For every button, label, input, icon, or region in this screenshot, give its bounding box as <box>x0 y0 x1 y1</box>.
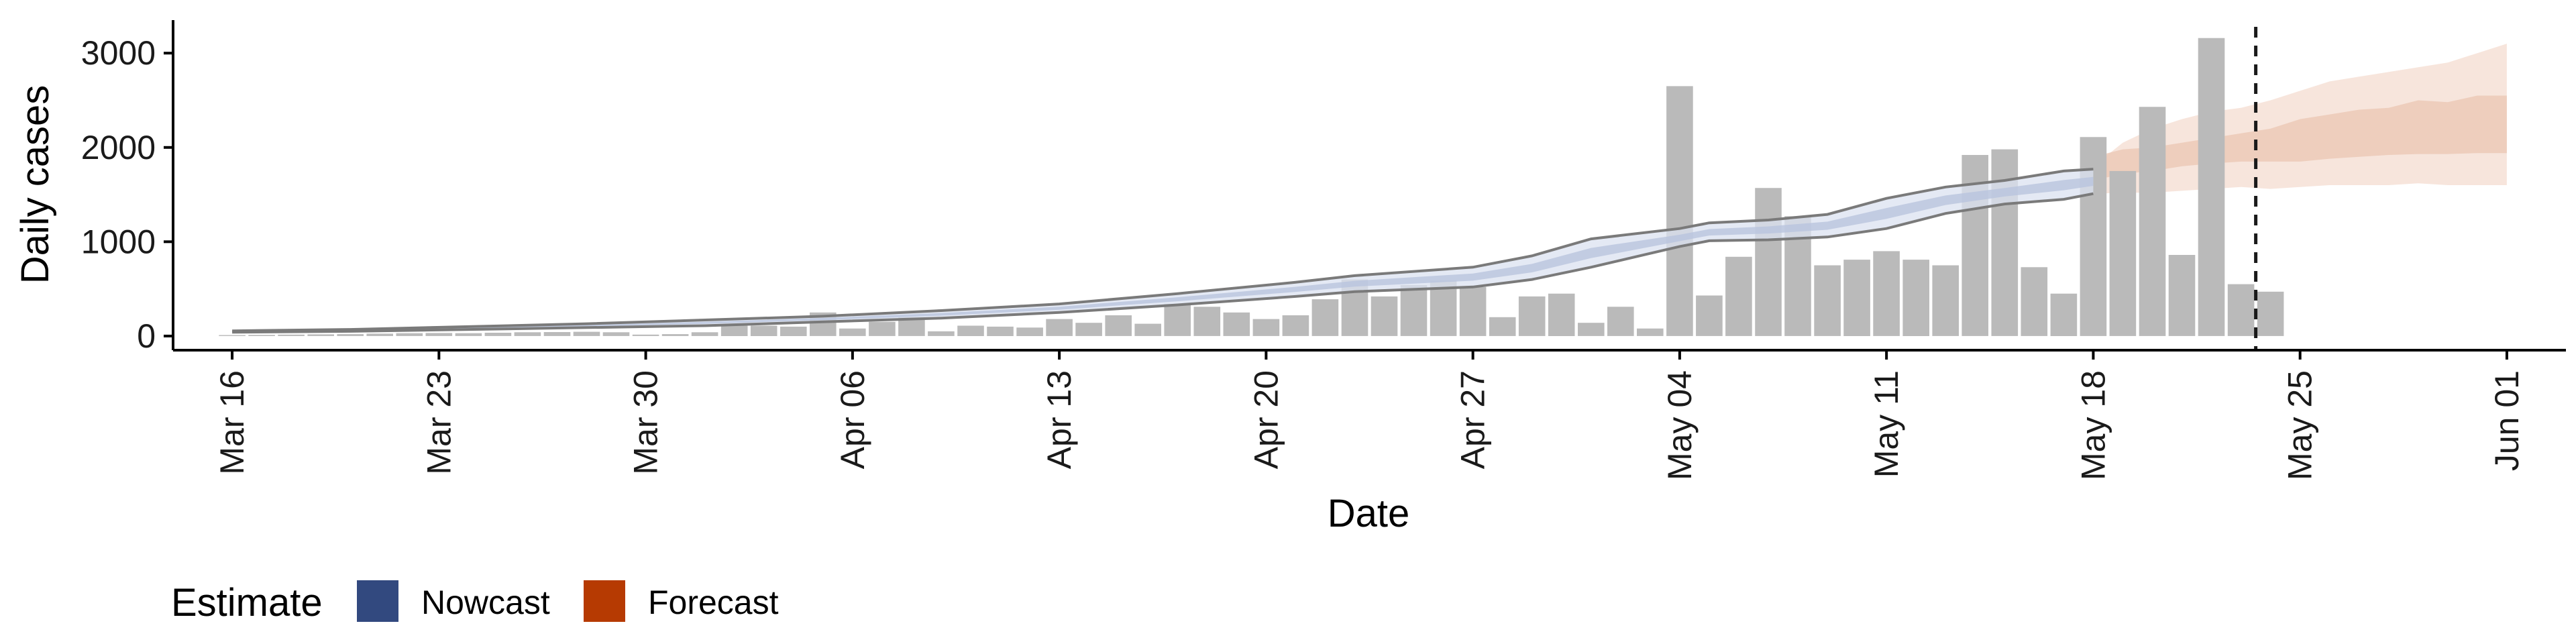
daily-case-bar <box>839 329 866 336</box>
daily-case-bar <box>1312 299 1339 336</box>
daily-case-bar <box>751 326 777 337</box>
x-tick-label: Jun 01 <box>2488 370 2526 471</box>
nowcast-bands <box>232 169 2093 332</box>
daily-case-bar <box>1016 327 1043 336</box>
legend-title: Estimate <box>171 581 323 625</box>
daily-case-bar <box>1755 188 1782 336</box>
daily-case-bar <box>1164 304 1191 336</box>
daily-case-bar <box>1814 266 1841 336</box>
daily-case-bar <box>633 335 659 336</box>
y-tick-label: 3000 <box>81 34 156 72</box>
daily-case-bar <box>2169 255 2196 336</box>
daily-case-bar <box>1075 323 1102 336</box>
x-tick-label: Mar 30 <box>627 370 665 475</box>
daily-case-bar <box>1666 86 1693 336</box>
daily-case-bar <box>780 327 807 336</box>
legend: Estimate Nowcast Forecast <box>171 580 779 625</box>
daily-case-bar <box>2228 284 2255 336</box>
daily-case-bar <box>1253 319 1280 336</box>
daily-case-bar <box>1873 251 1900 336</box>
nowcast-band-90 <box>232 169 2093 332</box>
daily-case-bar <box>426 333 453 336</box>
y-tick-label: 0 <box>137 317 156 355</box>
x-tick-label: Apr 20 <box>1247 370 1285 469</box>
y-tick-label: 1000 <box>81 223 156 260</box>
daily-case-bar <box>574 332 600 336</box>
daily-case-bar <box>957 326 984 337</box>
legend-swatch-nowcast <box>357 580 398 622</box>
daily-case-bar <box>1224 313 1250 336</box>
daily-case-bar <box>485 333 512 336</box>
x-tick-label: Apr 27 <box>1454 370 1492 469</box>
daily-case-bar <box>721 326 748 337</box>
daily-case-bar <box>1696 296 1723 336</box>
daily-case-bar <box>2198 38 2225 336</box>
daily-case-bar <box>366 333 393 336</box>
daily-case-bar <box>2080 137 2107 336</box>
x-tick-label: May 04 <box>1661 370 1699 480</box>
y-tick-label: 2000 <box>81 129 156 166</box>
daily-case-bar <box>1283 315 1309 336</box>
y-ticks: 0 1000 2000 3000 <box>81 34 173 355</box>
daily-case-bar <box>219 335 246 336</box>
daily-case-bar <box>692 332 718 336</box>
daily-case-bar <box>2257 292 2284 336</box>
daily-case-bar <box>1194 307 1221 336</box>
x-tick-label: May 11 <box>1868 370 1905 478</box>
daily-case-bar <box>1489 317 1516 336</box>
daily-case-bar <box>1046 319 1073 336</box>
daily-case-bar <box>337 334 364 336</box>
daily-case-bar <box>987 327 1014 336</box>
daily-case-bar <box>544 332 571 336</box>
nowcast-band-50 <box>232 177 2093 332</box>
daily-case-bar <box>1460 287 1487 336</box>
x-axis-title: Date <box>1328 492 1410 535</box>
daily-case-bar <box>515 332 541 336</box>
daily-case-bar <box>603 332 630 336</box>
daily-case-bar <box>278 335 305 336</box>
x-ticks: Mar 16 Mar 23 Mar 30 Apr 06 Apr 13 Apr 20 Apr … <box>213 350 2526 480</box>
x-tick-label: May 18 <box>2074 370 2112 480</box>
x-tick-label: Apr 06 <box>834 370 871 469</box>
daily-case-bar <box>1637 329 1664 336</box>
legend-swatch-forecast <box>584 580 625 622</box>
daily-case-bar <box>1725 257 1752 336</box>
daily-case-bar <box>1902 260 1929 336</box>
daily-case-bar <box>2139 107 2166 336</box>
x-tick-label: Mar 16 <box>213 370 251 475</box>
daily-case-bar <box>307 334 334 336</box>
daily-case-bar <box>2021 267 2048 336</box>
daily-case-bar <box>869 322 896 336</box>
y-axis-title: Daily cases <box>13 85 57 284</box>
x-tick-label: May 25 <box>2282 370 2319 480</box>
daily-case-bar <box>1105 315 1132 336</box>
daily-case-bar <box>1548 294 1575 336</box>
daily-case-bar <box>396 333 423 336</box>
daily-case-bar <box>2051 294 2078 336</box>
daily-case-bar <box>1992 150 2019 336</box>
x-tick-label: Mar 23 <box>420 370 458 475</box>
daily-case-bar <box>1371 297 1398 336</box>
daily-case-bar <box>1578 323 1605 336</box>
daily-case-bar <box>1401 285 1428 336</box>
daily-case-bar <box>1843 260 1870 336</box>
daily-case-bar <box>662 334 689 336</box>
legend-label-nowcast: Nowcast <box>421 584 550 621</box>
daily-case-bar <box>1932 266 1959 336</box>
daily-case-bar <box>1607 307 1634 336</box>
daily-case-bar <box>1134 324 1161 336</box>
legend-label-forecast: Forecast <box>648 584 779 621</box>
daily-case-bar <box>455 333 482 336</box>
daily-case-bar <box>928 331 955 336</box>
daily-case-bar <box>2110 171 2137 336</box>
x-tick-label: Apr 13 <box>1040 370 1078 469</box>
daily-case-bar <box>1519 297 1546 336</box>
daily-case-bar <box>248 335 275 336</box>
